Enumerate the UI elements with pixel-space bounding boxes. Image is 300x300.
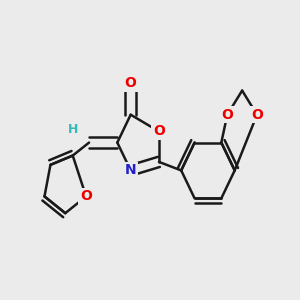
Text: N: N [125,164,136,177]
Text: H: H [68,123,78,136]
Text: O: O [221,108,233,122]
Text: O: O [251,108,263,122]
Text: O: O [125,76,136,90]
Text: O: O [153,124,165,138]
Text: O: O [80,189,92,203]
